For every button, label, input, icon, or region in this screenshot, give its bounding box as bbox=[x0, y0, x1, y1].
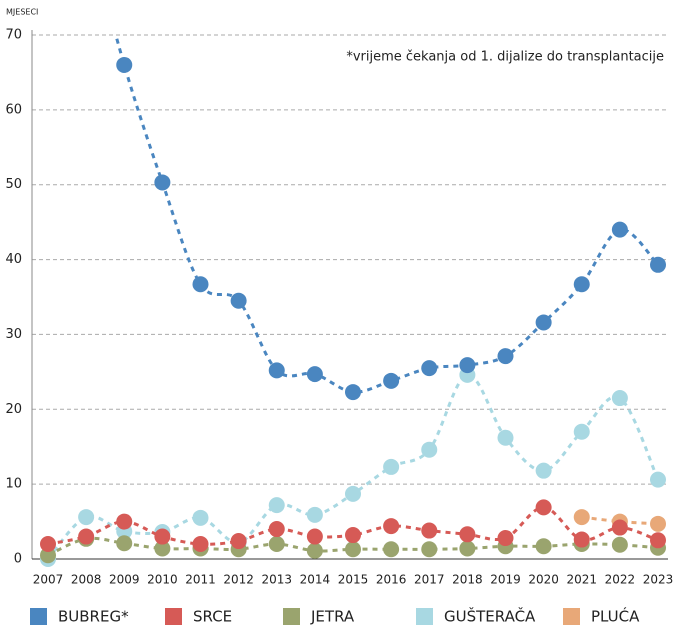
data-point bbox=[383, 541, 400, 558]
data-point bbox=[345, 541, 361, 558]
x-tick-label: 2013 bbox=[261, 573, 292, 587]
data-point bbox=[345, 384, 361, 401]
data-point bbox=[268, 521, 285, 538]
x-tick-label: 2014 bbox=[300, 573, 331, 587]
x-tick-label: 2015 bbox=[338, 573, 369, 587]
x-tick-label: 2011 bbox=[185, 573, 216, 587]
data-point bbox=[573, 276, 590, 293]
x-tick-label: 2007 bbox=[33, 573, 64, 587]
data-point bbox=[535, 314, 552, 331]
data-point bbox=[535, 499, 552, 516]
y-tick-label: 20 bbox=[5, 402, 22, 417]
data-point bbox=[459, 526, 476, 543]
data-point bbox=[535, 538, 552, 555]
data-point bbox=[345, 527, 361, 544]
annotation: *vrijeme čekanja od 1. dijalize do trans… bbox=[346, 50, 664, 65]
legend-swatch bbox=[416, 608, 433, 625]
legend-label: SRCE bbox=[193, 608, 232, 626]
x-tick-label: 2012 bbox=[223, 573, 254, 587]
y-tick-label: 40 bbox=[5, 252, 22, 267]
data-point bbox=[268, 497, 285, 514]
legend-swatch bbox=[165, 608, 182, 625]
data-point bbox=[611, 519, 628, 536]
series-line bbox=[47, 505, 659, 546]
data-point bbox=[421, 541, 438, 558]
data-point bbox=[650, 256, 666, 273]
data-point bbox=[650, 515, 666, 532]
data-point bbox=[573, 423, 590, 440]
data-point bbox=[306, 542, 323, 559]
y-tick-label: 50 bbox=[5, 177, 22, 192]
legend-swatch bbox=[283, 608, 300, 625]
x-tick-label: 2008 bbox=[71, 573, 102, 587]
data-point bbox=[611, 390, 628, 407]
data-point bbox=[116, 535, 133, 552]
data-point bbox=[573, 531, 590, 548]
legend-label: JETRA bbox=[310, 608, 355, 626]
x-tick-label: 2020 bbox=[528, 573, 559, 587]
x-tick-label: 2018 bbox=[452, 573, 483, 587]
y-tick-label: 30 bbox=[5, 327, 22, 342]
data-point bbox=[154, 528, 171, 545]
data-point bbox=[306, 528, 323, 545]
data-point bbox=[154, 174, 171, 191]
data-point bbox=[611, 536, 628, 553]
data-point bbox=[497, 348, 514, 365]
data-point bbox=[78, 528, 95, 545]
y-tick-label: 0 bbox=[14, 552, 22, 567]
x-tick-label: 2010 bbox=[147, 573, 178, 587]
x-tick-label: 2016 bbox=[376, 573, 407, 587]
y-tick-label: 70 bbox=[5, 28, 22, 43]
data-point bbox=[40, 547, 56, 564]
data-point bbox=[497, 530, 514, 547]
data-point bbox=[535, 462, 552, 479]
data-point bbox=[230, 292, 247, 309]
y-axis-label: MJESECI bbox=[6, 8, 38, 17]
data-point bbox=[459, 357, 476, 374]
data-point bbox=[154, 540, 171, 557]
data-point bbox=[383, 458, 400, 475]
data-point bbox=[573, 509, 590, 526]
y-tick-label: 60 bbox=[5, 102, 22, 117]
x-tick-label: 2021 bbox=[566, 573, 597, 587]
data-point bbox=[268, 362, 285, 379]
x-tick-label: 2017 bbox=[414, 573, 445, 587]
data-point bbox=[192, 536, 209, 553]
y-tick-label: 10 bbox=[5, 477, 22, 492]
data-point bbox=[116, 513, 133, 530]
data-point bbox=[306, 366, 323, 383]
data-point bbox=[268, 536, 285, 553]
data-point bbox=[192, 509, 209, 526]
data-point bbox=[345, 485, 361, 502]
x-tick-label: 2019 bbox=[490, 573, 521, 587]
data-point bbox=[116, 56, 133, 73]
data-point bbox=[40, 536, 56, 553]
data-point bbox=[78, 509, 95, 526]
data-point bbox=[383, 518, 400, 535]
data-point bbox=[650, 532, 666, 549]
legend-swatch bbox=[30, 608, 47, 625]
data-point bbox=[421, 441, 438, 458]
x-tick-label: 2009 bbox=[109, 573, 140, 587]
plot bbox=[40, 35, 666, 567]
legend-label: BUBREG* bbox=[58, 608, 129, 626]
grid: 0 10 20 30 40 50 60 70 2007 2008 2009 2010 2011 2012 2… bbox=[5, 28, 673, 587]
data-point bbox=[611, 221, 628, 238]
data-point bbox=[306, 506, 323, 523]
data-point bbox=[230, 533, 247, 550]
legend: BUBREG* SRCE JETRA GUŠTERAČA PLUĆA bbox=[30, 607, 640, 626]
data-point bbox=[459, 540, 476, 557]
legend-label: GUŠTERAČA bbox=[444, 607, 536, 626]
legend-label: PLUĆA bbox=[591, 607, 640, 626]
data-point bbox=[421, 360, 438, 377]
data-point bbox=[497, 429, 514, 446]
data-point bbox=[192, 276, 209, 293]
data-point bbox=[383, 372, 400, 389]
data-point bbox=[421, 522, 438, 539]
x-tick-label: 2023 bbox=[643, 573, 674, 587]
data-point bbox=[650, 471, 666, 488]
x-tick-label: 2022 bbox=[605, 573, 636, 587]
legend-swatch bbox=[563, 608, 580, 625]
